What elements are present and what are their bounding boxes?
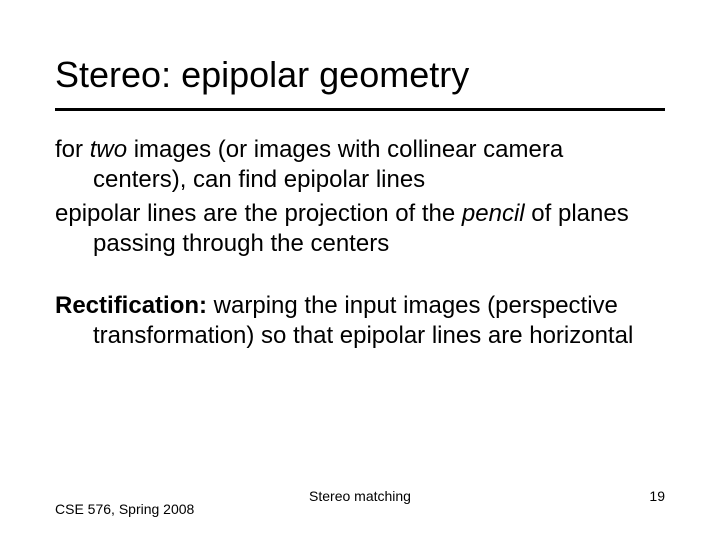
body-paragraph-1: for two images (or images with collinear… <box>55 135 655 195</box>
slide-body: for two images (or images with collinear… <box>55 135 655 355</box>
footer-center: Stereo matching <box>55 488 665 504</box>
body-paragraph-2: epipolar lines are the projection of the… <box>55 199 655 259</box>
text-run: epipolar lines are the projection of the <box>55 200 462 227</box>
text-run: images (or images with collinear camera … <box>93 136 563 193</box>
slide-title: Stereo: epipolar geometry <box>55 55 469 95</box>
body-paragraph-3: Rectification: warping the input images … <box>55 291 655 351</box>
footer-page-number: 19 <box>649 488 665 504</box>
text-run-italic: pencil <box>462 200 525 227</box>
title-underline <box>55 108 665 111</box>
text-run-italic: two <box>90 136 127 163</box>
text-run-bold: Rectification: <box>55 292 207 319</box>
slide: Stereo: epipolar geometry for two images… <box>0 0 720 540</box>
paragraph-gap <box>55 263 655 291</box>
text-run: for <box>55 136 90 163</box>
